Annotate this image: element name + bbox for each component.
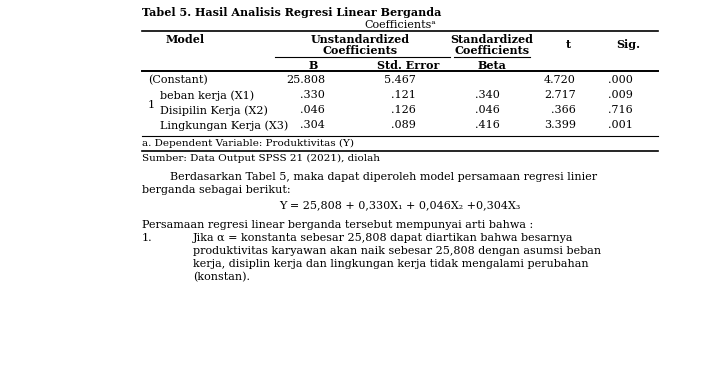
Text: .046: .046 xyxy=(300,105,325,115)
Text: Coefficients: Coefficients xyxy=(323,45,398,56)
Text: .001: .001 xyxy=(608,120,633,130)
Text: Std. Error: Std. Error xyxy=(377,60,439,71)
Text: 5.467: 5.467 xyxy=(384,75,416,85)
Text: Lingkungan Kerja (X3): Lingkungan Kerja (X3) xyxy=(160,120,288,131)
Text: a. Dependent Variable: Produktivitas (Y): a. Dependent Variable: Produktivitas (Y) xyxy=(142,139,354,148)
Text: (Constant): (Constant) xyxy=(148,75,208,85)
Text: .126: .126 xyxy=(391,105,416,115)
Text: B: B xyxy=(308,60,318,71)
Text: .000: .000 xyxy=(608,75,633,85)
Text: .009: .009 xyxy=(608,90,633,100)
Text: 1: 1 xyxy=(148,100,155,110)
Text: Disipilin Kerja (X2): Disipilin Kerja (X2) xyxy=(160,105,268,115)
Text: .416: .416 xyxy=(475,120,500,130)
Text: (konstan).: (konstan). xyxy=(193,272,250,282)
Text: Persamaan regresi linear berganda tersebut mempunyai arti bahwa :: Persamaan regresi linear berganda terseb… xyxy=(142,220,534,230)
Text: Model: Model xyxy=(166,34,204,45)
Text: Standardized: Standardized xyxy=(451,34,534,45)
Text: .366: .366 xyxy=(551,105,576,115)
Text: Jika α = konstanta sebesar 25,808 dapat diartikan bahwa besarnya: Jika α = konstanta sebesar 25,808 dapat … xyxy=(193,233,574,243)
Text: Coefficientsᵃ: Coefficientsᵃ xyxy=(364,20,436,30)
Text: Unstandardized: Unstandardized xyxy=(311,34,410,45)
Text: .340: .340 xyxy=(475,90,500,100)
Text: Sig.: Sig. xyxy=(616,39,640,50)
Text: 1.: 1. xyxy=(142,233,153,243)
Text: .716: .716 xyxy=(608,105,633,115)
Text: t: t xyxy=(565,39,570,50)
Text: .089: .089 xyxy=(391,120,416,130)
Text: .330: .330 xyxy=(300,90,325,100)
Text: 2.717: 2.717 xyxy=(544,90,576,100)
Text: 4.720: 4.720 xyxy=(544,75,576,85)
Text: produktivitas karyawan akan naik sebesar 25,808 dengan asumsi beban: produktivitas karyawan akan naik sebesar… xyxy=(193,246,601,256)
Text: Sumber: Data Output SPSS 21 (2021), diolah: Sumber: Data Output SPSS 21 (2021), diol… xyxy=(142,154,380,163)
Text: Berdasarkan Tabel 5, maka dapat diperoleh model persamaan regresi linier: Berdasarkan Tabel 5, maka dapat diperole… xyxy=(142,172,597,182)
Text: Tabel 5. Hasil Analisis Regresi Linear Berganda: Tabel 5. Hasil Analisis Regresi Linear B… xyxy=(142,7,441,18)
Text: 3.399: 3.399 xyxy=(544,120,576,130)
Text: .304: .304 xyxy=(300,120,325,130)
Text: Beta: Beta xyxy=(477,60,506,71)
Text: beban kerja (X1): beban kerja (X1) xyxy=(160,90,254,101)
Text: Coefficients: Coefficients xyxy=(454,45,530,56)
Text: berganda sebagai berikut:: berganda sebagai berikut: xyxy=(142,185,291,195)
Text: Y = 25,808 + 0,330X₁ + 0,046X₂ +0,304X₃: Y = 25,808 + 0,330X₁ + 0,046X₂ +0,304X₃ xyxy=(279,200,521,210)
Text: .121: .121 xyxy=(391,90,416,100)
Text: .046: .046 xyxy=(475,105,500,115)
Text: kerja, disiplin kerja dan lingkungan kerja tidak mengalami perubahan: kerja, disiplin kerja dan lingkungan ker… xyxy=(193,259,589,269)
Text: 25.808: 25.808 xyxy=(286,75,325,85)
